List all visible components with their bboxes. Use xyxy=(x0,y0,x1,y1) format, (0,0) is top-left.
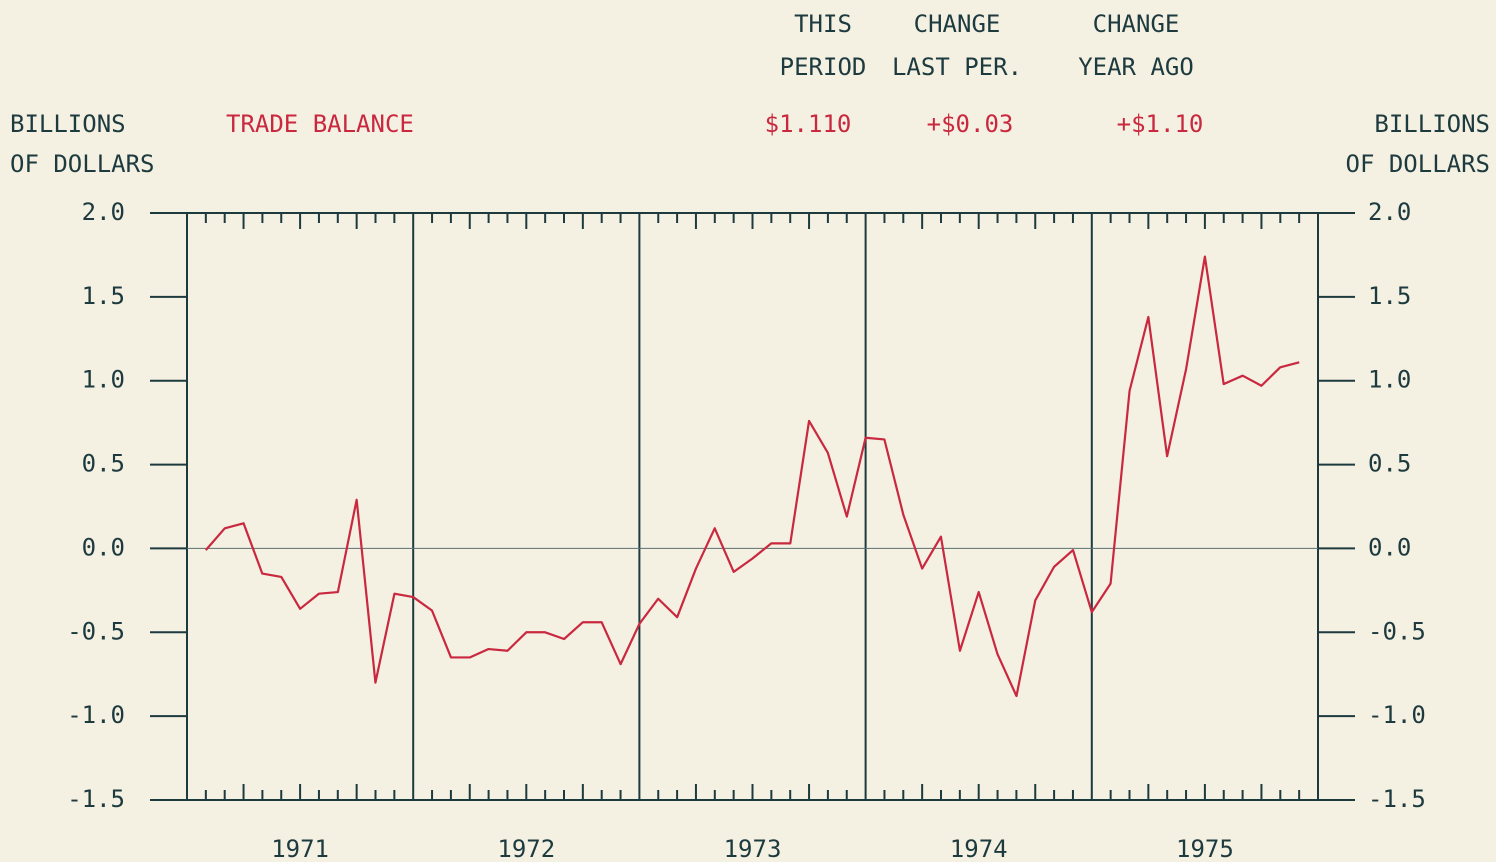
x-tick-label: 1971 xyxy=(271,835,329,862)
y2-tick-label: -1.0 xyxy=(1368,701,1426,729)
header: CHANGE xyxy=(914,10,1001,38)
y-tick-label: -1.0 xyxy=(67,701,125,729)
y-tick-label: 1.5 xyxy=(82,282,125,310)
y-tick-label: 1.0 xyxy=(82,366,125,394)
x-tick-label: 1972 xyxy=(497,835,555,862)
y2-tick-label: 0.5 xyxy=(1368,450,1411,478)
header: PERIOD xyxy=(780,53,867,81)
header: CHANGE xyxy=(1093,10,1180,38)
header: LAST PER. xyxy=(892,53,1022,81)
y2-tick-label: -1.5 xyxy=(1368,785,1426,813)
summary-value: +$1.10 xyxy=(1117,110,1204,138)
y-tick-label: 0.5 xyxy=(82,450,125,478)
y2-tick-label: 1.5 xyxy=(1368,282,1411,310)
x-tick-label: 1975 xyxy=(1176,835,1234,862)
header: YEAR AGO xyxy=(1078,53,1194,81)
x-tick-label: 1974 xyxy=(950,835,1008,862)
x-tick-label: 1973 xyxy=(724,835,782,862)
y-tick-label: -1.5 xyxy=(67,785,125,813)
summary-value: $1.110 xyxy=(765,110,852,138)
chart-title: TRADE BALANCE xyxy=(226,110,414,138)
y-tick-label: 2.0 xyxy=(82,198,125,226)
y2-axis-label: BILLIONS xyxy=(1374,110,1490,138)
data-line xyxy=(204,255,1300,698)
y2-tick-label: 2.0 xyxy=(1368,198,1411,226)
y-axis-label: BILLIONS xyxy=(10,110,126,138)
y2-tick-label: 0.0 xyxy=(1368,533,1411,561)
y-tick-label: -0.5 xyxy=(67,617,125,645)
summary-value: +$0.03 xyxy=(927,110,1014,138)
header: THIS xyxy=(794,10,852,38)
y-tick-label: 0.0 xyxy=(82,533,125,561)
y-axis-label: OF DOLLARS xyxy=(10,150,155,178)
y2-tick-label: -0.5 xyxy=(1368,617,1426,645)
y2-axis-label: OF DOLLARS xyxy=(1346,150,1491,178)
y2-tick-label: 1.0 xyxy=(1368,366,1411,394)
